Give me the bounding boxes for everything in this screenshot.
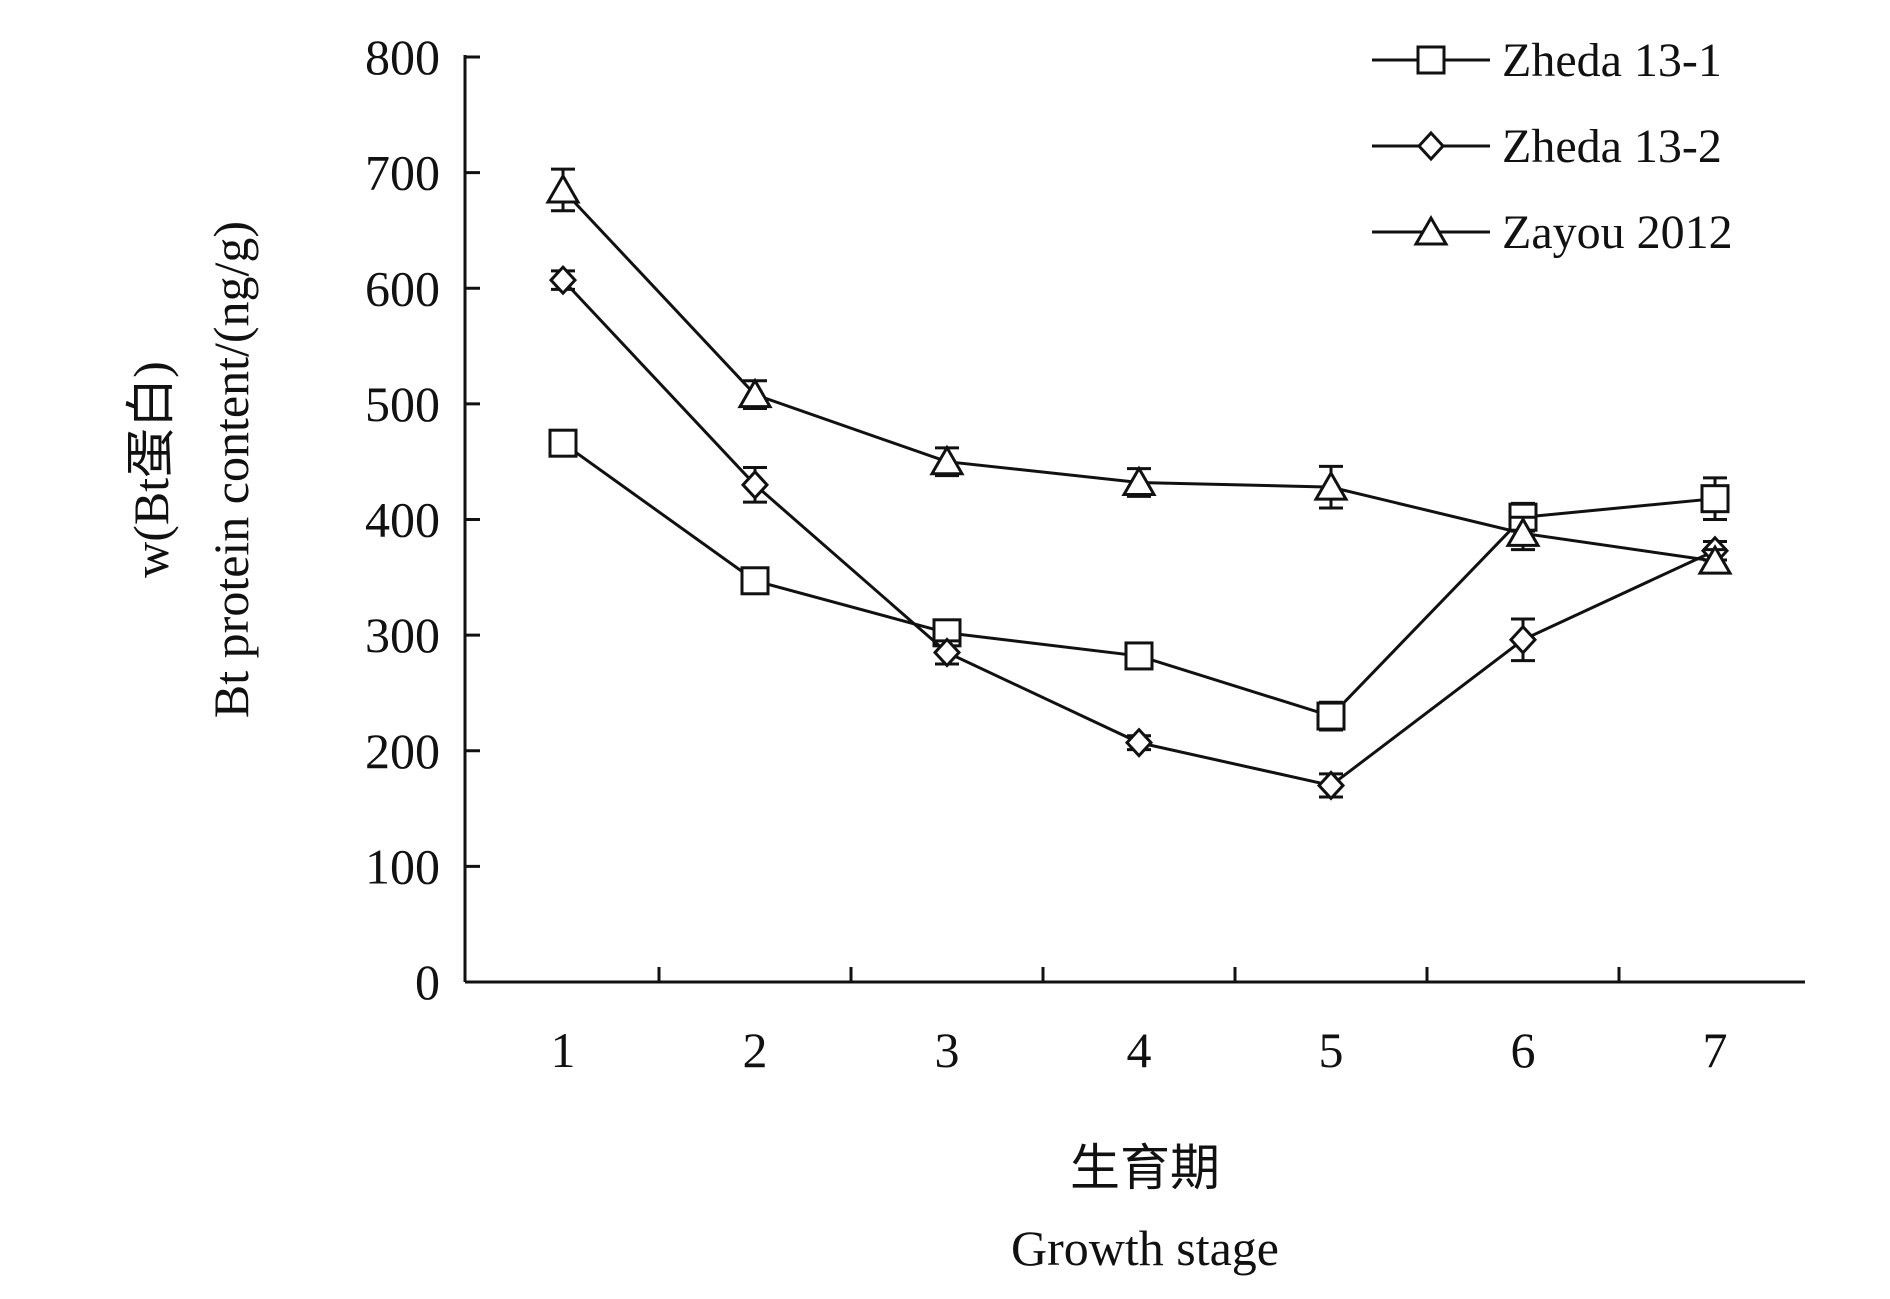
legend-label: Zheda 13-1 — [1502, 34, 1722, 87]
legend-marker — [1416, 130, 1446, 162]
data-point — [737, 377, 773, 409]
axes: 0 100 200 300 400 500 600 700 800 1 2 3 4 5 6 7 — [365, 29, 1805, 1078]
data-point — [932, 637, 962, 668]
y-tick-label: 500 — [365, 376, 440, 432]
legend-marker — [1416, 45, 1446, 75]
legend-label: Zheda 13-2 — [1502, 120, 1722, 173]
y-tick-label: 200 — [365, 723, 440, 779]
series-diamond — [548, 264, 1730, 801]
data-point — [1697, 544, 1733, 575]
x-axis-title-line2: Growth stage — [1011, 1220, 1279, 1276]
y-tick-label: 100 — [365, 838, 440, 894]
series-layer — [545, 167, 1733, 801]
data-point — [1508, 624, 1538, 655]
data-point — [1121, 465, 1157, 496]
x-tick-label: 5 — [1319, 1022, 1344, 1078]
legend-marker — [1413, 214, 1449, 246]
x-tick-label: 4 — [1127, 1022, 1152, 1078]
y-tick-label: 600 — [365, 260, 440, 316]
data-point — [545, 172, 581, 204]
data-point — [740, 566, 770, 596]
x-tick-label: 1 — [551, 1022, 576, 1078]
legend: Zheda 13-1 Zheda 13-2 Zayou 2012 — [1372, 34, 1733, 259]
data-point — [1124, 641, 1154, 671]
x-tick-label: 2 — [743, 1022, 768, 1078]
series-triangle — [545, 167, 1733, 575]
data-point — [929, 444, 965, 476]
data-point — [1700, 484, 1730, 514]
data-point — [1505, 516, 1541, 547]
x-tick-label: 3 — [935, 1022, 960, 1078]
legend-entry: Zheda 13-1 — [1372, 34, 1722, 87]
y-tick-label: 300 — [365, 607, 440, 663]
x-tick-label: 6 — [1511, 1022, 1536, 1078]
data-point — [1313, 470, 1349, 501]
data-point — [1316, 770, 1346, 801]
axis-titles: 生育期 Growth stage w(Bt蛋白) Bt protein cont… — [123, 221, 1279, 1276]
data-point — [548, 264, 578, 296]
legend-label: Zayou 2012 — [1502, 206, 1733, 259]
y-tick-label: 400 — [365, 492, 440, 548]
y-axis-title-line1: w(Bt蛋白) — [123, 361, 179, 578]
data-point — [548, 428, 578, 458]
series-line — [561, 279, 1716, 788]
y-tick-label: 700 — [365, 145, 440, 201]
y-tick-label: 0 — [415, 954, 440, 1010]
legend-entry: Zayou 2012 — [1372, 206, 1733, 259]
y-tick-label: 800 — [365, 29, 440, 85]
y-axis-title-line2: Bt protein content/(ng/g) — [203, 221, 259, 718]
legend-entry: Zheda 13-2 — [1372, 120, 1722, 173]
data-point — [1316, 701, 1346, 731]
data-point — [1124, 727, 1154, 758]
x-tick-label: 7 — [1703, 1022, 1728, 1078]
x-axis-title-line1: 生育期 — [1070, 1140, 1220, 1196]
data-point — [740, 469, 770, 501]
